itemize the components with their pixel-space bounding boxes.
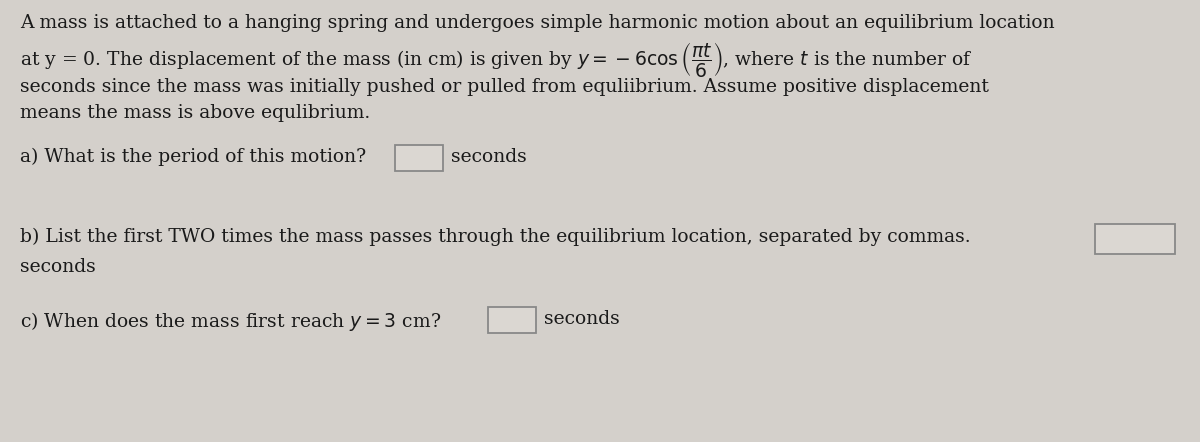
FancyBboxPatch shape (395, 145, 443, 171)
Text: a) What is the period of this motion?: a) What is the period of this motion? (20, 148, 366, 166)
Text: b) List the first TWO times the mass passes through the equilibrium location, se: b) List the first TWO times the mass pas… (20, 228, 971, 246)
Text: seconds: seconds (20, 258, 96, 276)
Text: seconds: seconds (451, 148, 527, 166)
Text: seconds since the mass was initially pushed or pulled from equliibrium. Assume p: seconds since the mass was initially pus… (20, 78, 989, 96)
Text: at y = 0. The displacement of the mass (in cm) is given by $y = -6\cos\left(\dfr: at y = 0. The displacement of the mass (… (20, 40, 973, 79)
Text: A mass is attached to a hanging spring and undergoes simple harmonic motion abou: A mass is attached to a hanging spring a… (20, 14, 1055, 32)
Text: means the mass is above equlibrium.: means the mass is above equlibrium. (20, 104, 371, 122)
Text: seconds: seconds (544, 310, 619, 328)
FancyBboxPatch shape (488, 307, 536, 333)
FancyBboxPatch shape (1096, 224, 1175, 254)
Text: c) When does the mass first reach $y = 3$ cm?: c) When does the mass first reach $y = 3… (20, 310, 442, 333)
